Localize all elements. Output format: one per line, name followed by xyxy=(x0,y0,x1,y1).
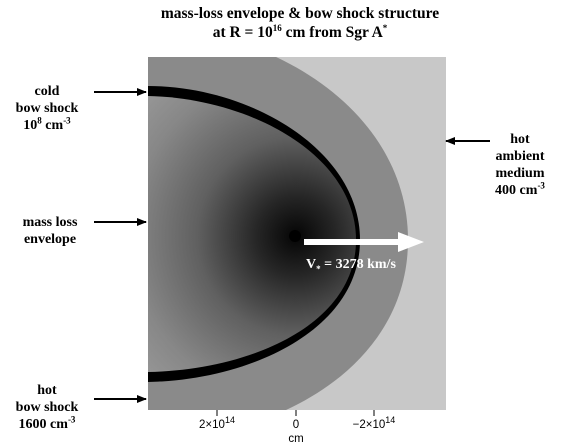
tick-right-exp: 14 xyxy=(385,415,396,426)
hot-ambient-medium-label: hot ambient medium 400 cm-3 xyxy=(478,131,562,199)
cold-density-base: 10 xyxy=(23,118,38,133)
velocity-value: = 3278 km/s xyxy=(320,257,396,272)
tick-right-base: −2×10 xyxy=(352,419,386,431)
cold-shock-density: 108 cm-3 xyxy=(4,115,90,134)
title-line-1: mass-loss envelope & bow shock structure xyxy=(160,5,440,22)
tick-label-zero: 0 xyxy=(276,417,316,434)
velocity-label: V* = 3278 km/s xyxy=(306,256,446,273)
velocity-prefix: V xyxy=(306,257,317,272)
ambient-density-value: 400 cm xyxy=(495,183,538,198)
tick-left-base: 2×10 xyxy=(199,419,225,431)
title-line-2-prefix: at R = 10 xyxy=(212,24,273,41)
tick-zero-base: 0 xyxy=(292,419,300,431)
tick-label-right: −2×1014 xyxy=(336,415,412,434)
title-line-2: at R = 1016 cm from Sgr A* xyxy=(130,23,470,42)
hot-shock-density: 1600 cm-3 xyxy=(4,414,90,433)
title-exponent: 16 xyxy=(272,22,282,33)
hot-density-value: 1600 cm xyxy=(18,417,68,432)
star-marker xyxy=(289,230,301,242)
cold-density-unit-exp: -3 xyxy=(63,115,71,126)
cold-shock-line2: bow shock xyxy=(15,101,79,116)
velocity-subscript: * xyxy=(316,263,321,274)
cold-shock-line1: cold xyxy=(34,84,60,99)
hot-shock-line2: bow shock xyxy=(15,400,79,415)
mass-loss-envelope-label: mass loss envelope xyxy=(2,214,98,248)
title-star-sup: * xyxy=(382,22,388,33)
tick-label-left: 2×1014 xyxy=(182,415,252,434)
hot-bow-shock-label: hot bow shock 1600 cm-3 xyxy=(4,382,90,433)
ambient-line3: medium xyxy=(495,166,545,181)
figure-title: mass-loss envelope & bow shock structure… xyxy=(130,4,470,42)
cold-density-exp: 8 xyxy=(37,115,42,126)
tick-left-exp: 14 xyxy=(224,415,235,426)
cold-bow-shock-label: cold bow shock 108 cm-3 xyxy=(4,83,90,134)
envelope-line1: mass loss xyxy=(22,215,78,230)
velocity-arrow-head xyxy=(398,232,424,252)
title-line-2-mid: cm from Sgr A xyxy=(281,24,383,41)
hot-density-exp: -3 xyxy=(67,414,76,425)
ambient-density-exp: -3 xyxy=(537,180,545,191)
hot-shock-line1: hot xyxy=(37,383,57,398)
ambient-line1: hot xyxy=(510,132,530,147)
envelope-line2: envelope xyxy=(23,232,77,247)
cold-density-unit: cm xyxy=(41,118,64,133)
ambient-density: 400 cm-3 xyxy=(478,180,562,199)
axis-unit-text: cm xyxy=(288,433,304,445)
axis-unit-label: cm xyxy=(276,431,316,448)
mass-loss-envelope-region xyxy=(148,96,356,372)
ambient-line2: ambient xyxy=(495,149,545,164)
